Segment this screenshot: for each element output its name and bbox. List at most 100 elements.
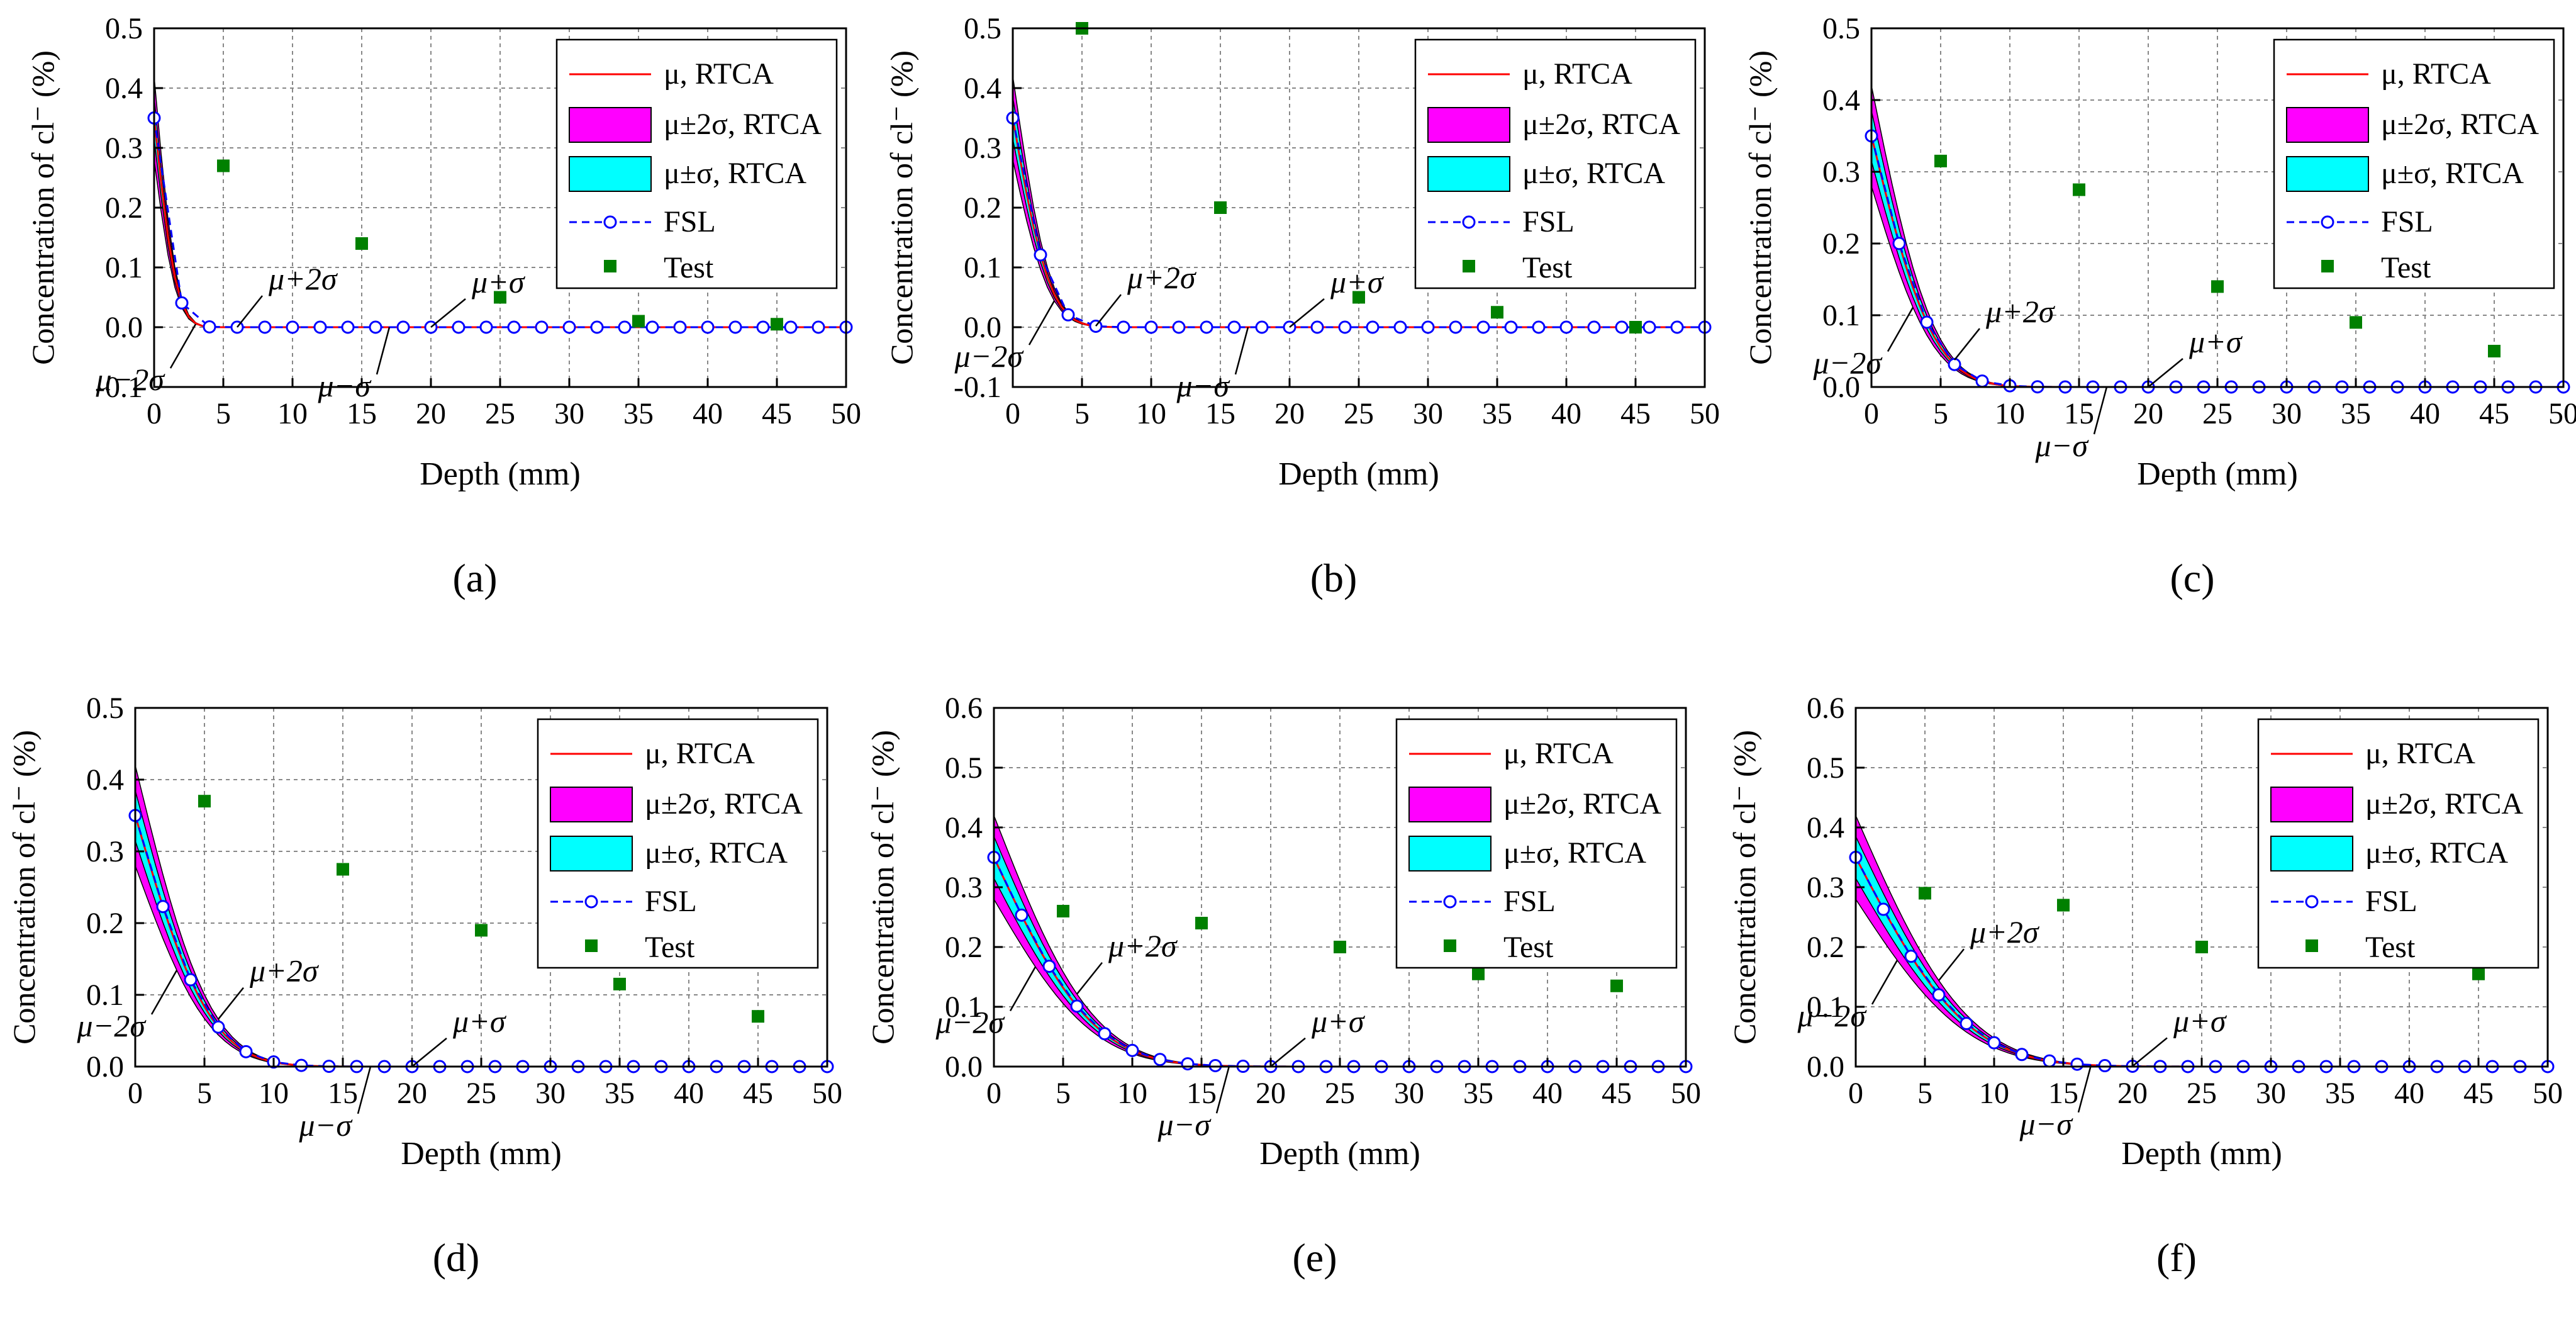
x-tick-label: 20 (397, 1077, 427, 1110)
fsl-point (507, 320, 521, 334)
y-tick-label: 0.0 (86, 1050, 124, 1084)
legend-label-band1: μ±σ, RTCA (2381, 157, 2524, 190)
legend-label-band1: μ±σ, RTCA (664, 157, 806, 190)
fsl-point (184, 973, 198, 987)
fsl-point (811, 320, 825, 334)
x-tick-label: 10 (1979, 1077, 2009, 1110)
chart-panel-b: 0 5 10 15 20 25 30 35 40 45 50 -0.1 0.0 0.1 0.2 0.3 0.4 0… (884, 12, 1720, 600)
fsl-point (1987, 1036, 2001, 1050)
panel-label: (b) (1310, 556, 1358, 600)
legend-swatch-test (2321, 260, 2334, 272)
x-tick-label: 15 (347, 397, 377, 430)
chart-panel-c: 0 5 10 15 20 25 30 35 40 45 50 0.0 0.1 0.2 0.3 0.4 0.5 De… (1742, 12, 2576, 600)
fsl-point (701, 320, 715, 334)
x-tick-label: 15 (1186, 1077, 1217, 1110)
annotation-arrow (357, 1066, 372, 1114)
test-point (1334, 941, 1346, 953)
x-tick-label: 5 (1056, 1077, 1071, 1110)
legend-label-mean: μ, RTCA (2381, 57, 2491, 91)
y-tick-label: 0.4 (945, 811, 983, 844)
legend-label-band2: μ±2σ, RTCA (1522, 108, 1680, 141)
panel-label: (c) (2170, 556, 2214, 600)
test-point (1195, 917, 1208, 929)
x-tick-label: 5 (1074, 397, 1090, 430)
fsl-point (286, 320, 299, 334)
x-tick-label: 10 (277, 397, 308, 430)
x-tick-label: 5 (1933, 397, 1948, 430)
fsl-point (313, 320, 327, 334)
x-tick-label: 0 (1864, 397, 1879, 430)
fsl-point (1255, 320, 1269, 334)
fsl-point (1125, 1043, 1139, 1057)
legend-label-test: Test (645, 931, 695, 964)
legend-label-test: Test (2365, 931, 2416, 964)
x-tick-label: 50 (2548, 397, 2576, 430)
annotation-arrow (2148, 358, 2183, 388)
y-tick-label: 0.4 (1822, 84, 1860, 117)
x-tick-label: 15 (1205, 397, 1235, 430)
x-tick-label: 40 (1551, 397, 1581, 430)
x-tick-label: 10 (1136, 397, 1166, 430)
x-tick-label: 40 (693, 397, 723, 430)
x-tick-label: 15 (328, 1077, 358, 1110)
annotation-arrow (1954, 328, 1980, 361)
fsl-point (1061, 308, 1075, 322)
annotation-arrow (2077, 1065, 2092, 1113)
legend-swatch-band1 (1408, 836, 1492, 872)
x-tick-label: 45 (1602, 1077, 1632, 1110)
annotation-arrow (411, 1038, 447, 1067)
chart-panel-f: 0 5 10 15 20 25 30 35 40 45 50 0.0 0.1 0.2 0.3 0.4 0.5 0.… (1727, 692, 2563, 1280)
annotation-label: μ−σ (1157, 1107, 1212, 1142)
fsl-point (294, 1058, 308, 1072)
x-tick-label: 45 (762, 397, 792, 430)
y-tick-label: 0.5 (1807, 751, 1844, 785)
x-tick-label: 45 (1620, 397, 1651, 430)
annotation-arrow (2093, 386, 2108, 435)
x-tick-label: 40 (2394, 1077, 2424, 1110)
test-point (2488, 345, 2501, 357)
fsl-point (1144, 320, 1158, 334)
test-point (1919, 887, 1931, 900)
x-tick-label: 0 (128, 1077, 143, 1110)
test-point (2195, 941, 2208, 953)
y-tick-label: 0.2 (86, 907, 124, 940)
fsl-point (341, 320, 355, 334)
x-tick-label: 25 (466, 1077, 496, 1110)
chart-panel-e: 0 5 10 15 20 25 30 35 40 45 50 0.0 0.1 0.2 0.3 0.4 0.5 0.… (865, 692, 1701, 1280)
x-tick-label: 10 (259, 1077, 289, 1110)
fsl-point (1117, 320, 1130, 334)
test-point (475, 924, 488, 937)
annotation-label: μ−σ (2019, 1106, 2074, 1141)
test-point (1491, 306, 1503, 319)
annotation-label: μ−2σ (96, 362, 166, 397)
fsl-point (258, 320, 272, 334)
x-tick-label: 25 (485, 397, 515, 430)
x-tick-label: 0 (1848, 1077, 1863, 1110)
y-tick-label: 0.0 (964, 311, 1001, 344)
test-point (632, 315, 645, 328)
legend-swatch-band1 (2270, 836, 2353, 872)
y-tick-label: 0.2 (1822, 227, 1860, 261)
legend-swatch-fsl-marker (584, 895, 598, 909)
fsl-point (1208, 1058, 1222, 1072)
x-tick-label: 35 (2341, 397, 2371, 430)
annotation-arrow (218, 987, 244, 1020)
annotation-label: μ+σ (1311, 1004, 1366, 1039)
fsl-point (156, 900, 170, 914)
y-tick-label: 0.5 (86, 692, 124, 725)
fsl-point (1559, 320, 1573, 334)
y-tick-label: 0.3 (86, 835, 124, 868)
y-tick-label: 0.3 (105, 132, 143, 165)
annotation-arrow (150, 970, 178, 1015)
panel-label: (a) (452, 556, 497, 600)
fsl-point (452, 320, 466, 334)
annotation-arrow (1270, 1037, 1306, 1067)
annotation-arrow (2132, 1037, 2168, 1067)
fsl-point (618, 320, 632, 334)
test-point (1214, 201, 1227, 214)
annotation-arrow (1009, 966, 1037, 1012)
annotation-label: μ−σ (318, 368, 372, 403)
y-tick-label: 0.2 (1807, 931, 1844, 964)
annotation-label: μ−2σ (77, 1008, 147, 1043)
y-tick-label: 0.4 (1807, 811, 1844, 844)
